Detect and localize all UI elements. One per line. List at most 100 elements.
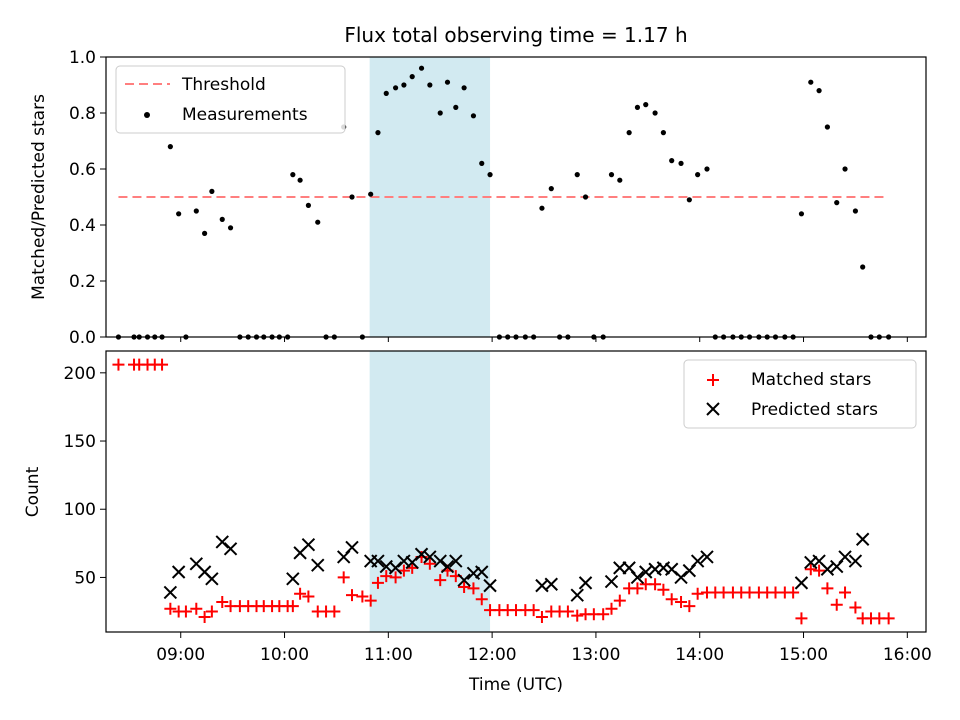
bottom-highlight-span — [369, 351, 491, 632]
predicted-star-point — [700, 550, 714, 564]
measurement-point — [368, 191, 374, 197]
measurement-point — [349, 194, 355, 200]
matched-star-point — [467, 582, 480, 595]
measurement-point — [392, 85, 399, 91]
bottom-x-tick-label: 10:00 — [260, 645, 309, 665]
predicted-star-point — [414, 547, 429, 561]
predicted-star-point — [544, 577, 558, 591]
top-legend: Threshold Measurements — [115, 65, 346, 134]
measurement-point — [834, 200, 840, 206]
bottom-legend: Matched stars Predicted stars — [683, 359, 917, 429]
measurement-point — [852, 208, 859, 214]
measurement-point — [660, 130, 666, 136]
measurement-point — [608, 172, 615, 178]
matched-star-point — [821, 582, 834, 595]
matched-star-point — [683, 600, 696, 613]
measurement-point — [808, 79, 814, 85]
bottom-x-tick-label: 09:00 — [156, 645, 205, 665]
matched-star-point — [337, 571, 350, 584]
measurement-point — [479, 160, 485, 166]
measurement-point — [860, 264, 866, 270]
measurement-point — [193, 208, 199, 214]
matched-star-point — [675, 595, 688, 608]
top-y-tick-label: 0.0 — [69, 328, 96, 348]
matched-star-point — [156, 358, 169, 371]
top-panel: 0.0 0.2 0.4 0.6 0.8 1.0 Matched/Predicted sta… — [29, 48, 927, 348]
matched-star-point — [691, 587, 704, 600]
legend-predicted-label: Predicted stars — [751, 400, 878, 420]
predicted-star-point — [205, 572, 219, 586]
predicted-star-point — [345, 540, 359, 555]
matched-star-point — [535, 610, 548, 623]
matched-star-point — [302, 590, 315, 603]
measurement-point — [842, 166, 848, 172]
measurement-point — [297, 177, 303, 183]
measurement-point — [548, 186, 554, 192]
matched-star-point — [605, 602, 618, 615]
matched-star-point — [665, 593, 678, 606]
top-y-axis: 0.0 0.2 0.4 0.6 0.8 1.0 — [69, 48, 106, 348]
bottom-x-tick-label: 13:00 — [571, 645, 620, 665]
matched-star-point — [458, 580, 471, 593]
measurement-point — [401, 82, 407, 88]
measurement-point — [652, 110, 658, 116]
matched-star-point — [434, 574, 447, 587]
matched-star-point — [190, 602, 203, 615]
predicted-star-point — [483, 578, 497, 593]
predicted-star-point — [838, 550, 852, 564]
predicted-star-point — [820, 562, 835, 576]
legend-matched-label: Matched stars — [751, 370, 871, 390]
measurement-point — [816, 88, 822, 94]
measurement-point — [574, 172, 580, 178]
measurement-point — [582, 194, 589, 200]
measurement-point — [686, 197, 692, 203]
predicted-star-point — [457, 573, 471, 587]
predicted-star-point — [371, 554, 385, 568]
measurement-point — [167, 144, 173, 150]
predicted-star-point — [639, 565, 653, 579]
measurement-point — [678, 160, 684, 166]
measurement-point — [824, 124, 830, 130]
matched-star-point — [597, 608, 610, 621]
predicted-star-point — [423, 550, 437, 564]
predicted-star-point — [794, 576, 809, 590]
bottom-y-tick-label: 50 — [74, 568, 96, 588]
measurement-point — [695, 172, 701, 178]
matched-star-point — [164, 602, 177, 615]
matched-star-point — [179, 605, 192, 618]
matched-star-point — [613, 594, 626, 607]
bottom-y-axis: 50 100 150 200 — [64, 364, 106, 588]
bottom-y-tick-label: 150 — [64, 432, 96, 452]
measurement-point — [437, 110, 443, 116]
measurement-point — [418, 65, 425, 71]
legend-measurements-swatch — [144, 112, 150, 118]
predicted-star-point — [163, 585, 178, 600]
bottom-x-tick-label: 15:00 — [779, 645, 828, 665]
top-legend-box — [115, 65, 346, 134]
measurement-point — [704, 166, 710, 172]
bottom-legend-box — [683, 359, 917, 429]
matched-star-point — [380, 570, 393, 583]
bottom-y-label: Count — [23, 466, 43, 517]
measurement-point — [487, 172, 493, 178]
predicted-star-point — [301, 537, 316, 552]
predicted-star-point — [674, 570, 688, 585]
measurement-point — [315, 219, 321, 225]
bottom-panel: 50 100 150 200 09:00 10:00 11:00 12:00 13:00 14:… — [23, 350, 932, 695]
top-y-tick-label: 0.2 — [69, 272, 96, 292]
measurement-point — [176, 211, 182, 217]
matched-star-point — [389, 571, 402, 584]
matched-star-point — [371, 576, 384, 589]
measurement-point — [427, 82, 433, 88]
bottom-x-tick-label: 11:00 — [364, 645, 413, 665]
matched-star-point — [571, 609, 584, 622]
predicted-star-point — [223, 542, 238, 556]
measurement-point — [470, 113, 477, 119]
matched-star-point — [364, 594, 377, 607]
matched-star-point — [198, 610, 211, 623]
top-y-tick-label: 1.0 — [69, 48, 96, 68]
matched-star-point — [328, 605, 341, 618]
predicted-star-point — [215, 535, 229, 549]
matched-star-point — [813, 564, 826, 577]
